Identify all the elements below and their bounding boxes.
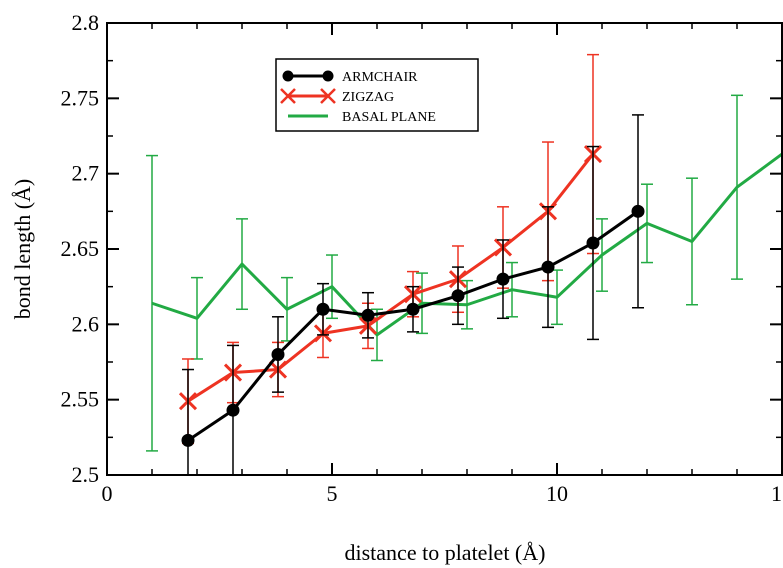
data-point: [631, 204, 645, 218]
data-point: [316, 302, 330, 316]
y-axis-label: bond length (Å): [10, 179, 35, 320]
legend-item: BASAL PLANE: [288, 110, 436, 125]
y-tick-label: 2.7: [72, 161, 100, 186]
data-point: [226, 403, 240, 417]
series-layer: [146, 53, 783, 476]
legend-label: ARMCHAIR: [342, 70, 418, 85]
data-point: [406, 302, 420, 316]
x-tick-label: 0: [102, 481, 113, 506]
series-basal-plane: [146, 94, 783, 452]
data-point: [361, 308, 375, 322]
legend-items: ARMCHAIR ZIGZAG BASAL PLANE: [280, 70, 436, 125]
legend-marker: [282, 70, 294, 82]
data-point: [271, 347, 285, 361]
data-point: [181, 433, 195, 447]
data-point: [541, 260, 555, 274]
legend-marker: [320, 88, 336, 104]
legend-item: ZIGZAG: [280, 88, 394, 105]
y-tick-label: 2.75: [61, 85, 100, 110]
y-tick-label: 2.6: [72, 311, 100, 336]
data-point: [586, 236, 600, 250]
ticks-layer: 0 5 10 15 2.5 2.55 2.6 2.65 2.7 2.75 2.8: [61, 10, 783, 506]
x-tick-label: 15: [771, 481, 783, 506]
legend-marker: [280, 88, 296, 104]
y-tick-label: 2.8: [72, 10, 100, 35]
series-line: [151, 152, 783, 337]
y-tick-label: 2.65: [61, 236, 100, 261]
data-point: [496, 272, 510, 286]
y-tick-label: 2.5: [72, 462, 100, 487]
y-tick-label: 2.55: [61, 387, 100, 412]
series-line: [187, 153, 595, 403]
legend-marker: [322, 70, 334, 82]
legend-label: ZIGZAG: [342, 90, 394, 105]
legend-item: ARMCHAIR: [282, 70, 418, 85]
series-armchair: [181, 114, 645, 476]
legend-label: BASAL PLANE: [342, 110, 436, 125]
legend: ARMCHAIR ZIGZAG BASAL PLANE: [275, 58, 479, 132]
x-axis-label: distance to platelet (Å): [345, 540, 546, 565]
data-point: [451, 289, 465, 303]
x-tick-label: 5: [327, 481, 338, 506]
x-tick-label: 10: [546, 481, 568, 506]
